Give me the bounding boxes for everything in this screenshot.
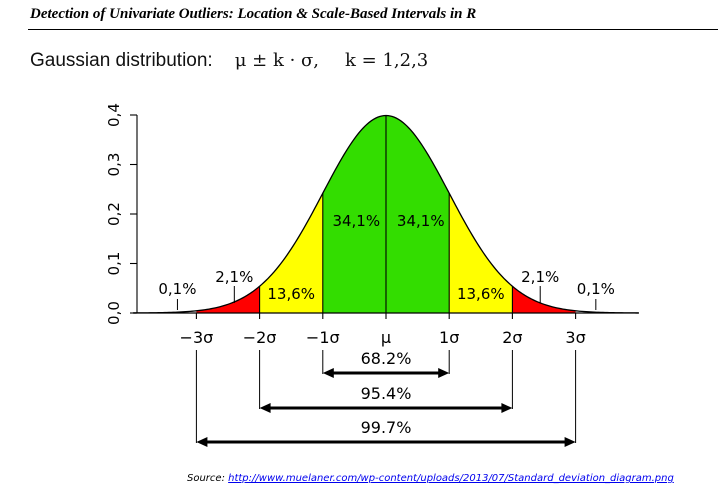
formula-k-values: k = 1,2,3 — [345, 50, 429, 71]
x-tick-label-2: −2σ — [243, 328, 277, 347]
region-label-5: 13,6% — [457, 285, 505, 303]
header-title: Detection of Univariate Outliers: Locati… — [30, 6, 477, 22]
y-tick-label-4: 0,3 — [105, 153, 123, 177]
x-tick-label-5: 1σ — [439, 328, 459, 347]
formula-expression: μ ± k · σ, — [234, 50, 320, 71]
source-label: Source: — [187, 473, 225, 484]
region-label-1: 2,1% — [215, 268, 253, 286]
x-tick-label-7: 3σ — [565, 328, 585, 347]
density-curve — [133, 114, 639, 314]
interval-arrow-left-head-1 — [322, 368, 334, 378]
x-tick-label-6: 2σ — [502, 328, 522, 347]
x-tick-label-4: μ — [381, 328, 391, 347]
interval-arrow-right-head-1 — [438, 368, 450, 378]
interval-label-1: 68.2% — [361, 349, 412, 368]
y-tick-label-5: 0,4 — [105, 103, 123, 127]
y-tick-label-2: 0,1 — [105, 252, 123, 276]
region-6 — [512, 286, 576, 313]
formula-label: Gaussian distribution: — [30, 50, 213, 71]
region-label-4: 34,1% — [397, 212, 445, 230]
region-label-2: 13,6% — [267, 285, 315, 303]
x-tick-label-3: −1σ — [306, 328, 340, 347]
y-tick-label-1: 0,0 — [105, 301, 123, 325]
x-tick-label-1: −3σ — [180, 328, 214, 347]
interval-arrow-left-head-3 — [196, 437, 208, 447]
region-label-6: 2,1% — [521, 268, 559, 286]
tail-label-2: 0,1% — [577, 280, 615, 298]
source-link[interactable]: http://www.muelaner.com/wp-content/uploa… — [228, 473, 674, 484]
interval-arrow-right-head-2 — [501, 403, 513, 413]
tail-label-1: 0,1% — [158, 280, 196, 298]
interval-label-3: 99.7% — [361, 418, 412, 437]
interval-arrow-left-head-2 — [259, 403, 271, 413]
y-tick-label-3: 0,2 — [105, 202, 123, 226]
region-1 — [196, 286, 260, 313]
region-label-3: 34,1% — [332, 212, 380, 230]
interval-arrow-right-head-3 — [564, 437, 576, 447]
interval-label-2: 95.4% — [361, 384, 412, 403]
source-note: Source: http://www.muelaner.com/wp-conte… — [187, 473, 674, 484]
formula: Gaussian distribution: μ ± k · σ, k = 1,… — [30, 50, 428, 72]
header-divider — [28, 29, 718, 30]
